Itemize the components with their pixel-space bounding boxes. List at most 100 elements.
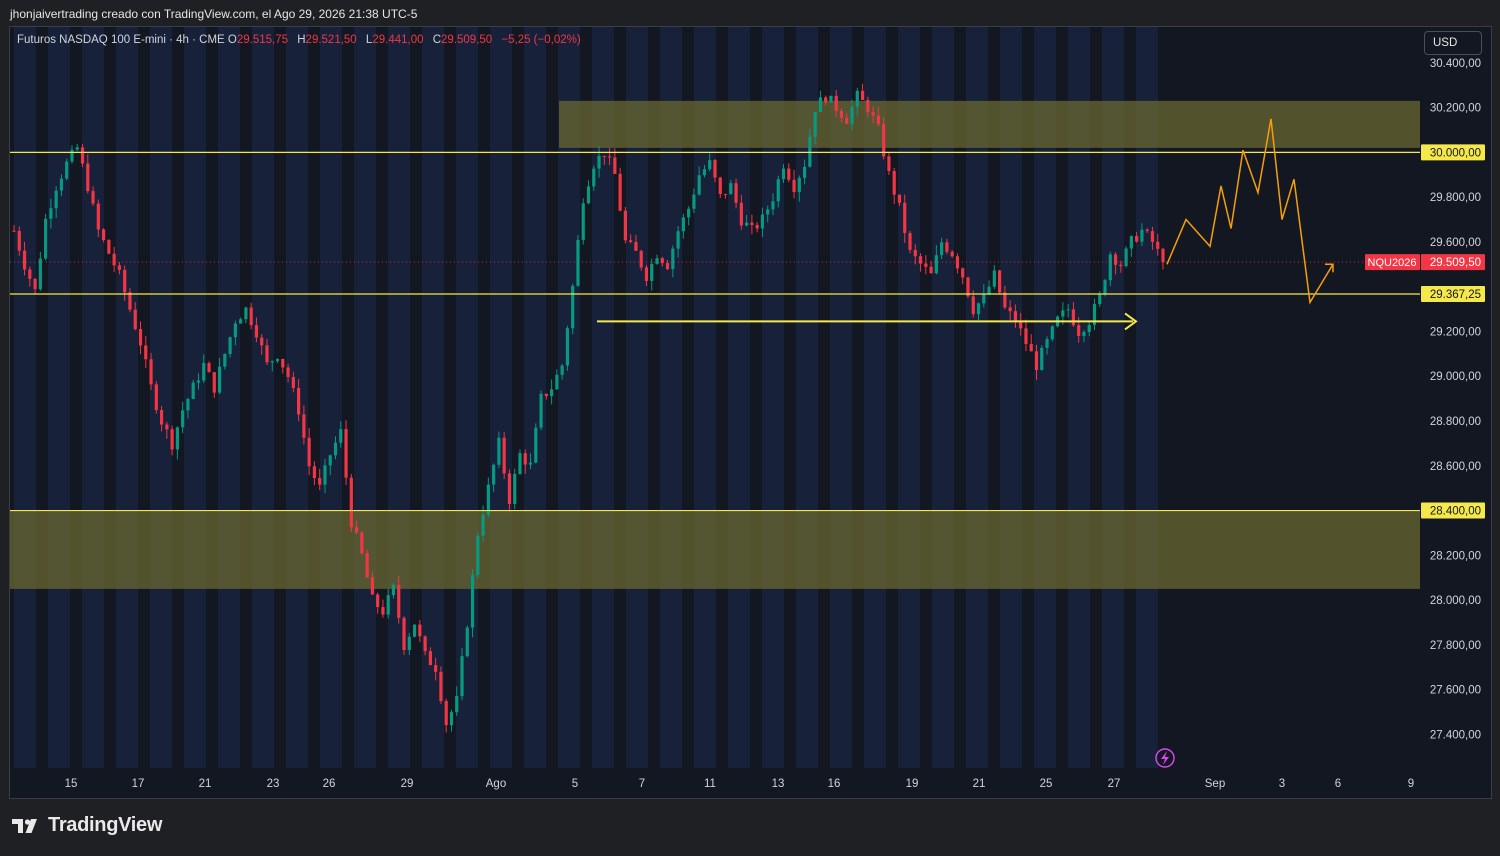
- tradingview-logo[interactable]: TradingView: [12, 814, 162, 837]
- candle-body: [233, 323, 237, 338]
- candle: [249, 302, 253, 330]
- x-tick-label: 16: [828, 778, 841, 790]
- candle-body: [860, 90, 865, 100]
- x-tick-label: 21: [973, 778, 986, 790]
- x-tick-label: 29: [401, 778, 414, 790]
- candle: [502, 432, 506, 480]
- candle: [196, 373, 201, 390]
- candle-body: [665, 263, 670, 270]
- candle: [186, 397, 190, 419]
- candle-body: [560, 365, 564, 375]
- candle: [702, 164, 707, 178]
- current-price-badge: [1421, 254, 1485, 271]
- candle: [1024, 319, 1028, 352]
- candle: [802, 159, 807, 185]
- candle-body: [1077, 325, 1081, 336]
- candle-body: [407, 636, 411, 650]
- candle: [781, 164, 786, 184]
- candle: [850, 99, 854, 131]
- candle-body: [239, 319, 243, 324]
- candle: [723, 193, 728, 199]
- candle: [339, 421, 343, 448]
- candle: [729, 179, 733, 195]
- session-band: [150, 27, 172, 768]
- x-tick-label: 6: [1335, 778, 1341, 790]
- candle-body: [1103, 280, 1107, 295]
- candle-body: [1135, 236, 1139, 242]
- candle-body: [518, 453, 522, 474]
- session-band: [14, 27, 36, 768]
- candle: [961, 267, 965, 285]
- lightning-icon[interactable]: [1155, 748, 1175, 768]
- candle: [1019, 312, 1023, 336]
- y-tick-label: 29.200,00: [1430, 326, 1481, 338]
- level-lines: [10, 151, 1420, 512]
- candle-body: [961, 268, 965, 278]
- candle: [1129, 235, 1133, 257]
- candle: [281, 358, 285, 374]
- candle: [102, 228, 106, 243]
- candle-body: [771, 201, 775, 210]
- candle: [207, 361, 211, 373]
- projection-path: [1166, 118, 1334, 305]
- candle: [1087, 321, 1091, 337]
- candle-body: [265, 345, 269, 363]
- candle-body: [12, 230, 16, 232]
- candle: [845, 112, 849, 125]
- candle-body: [734, 183, 738, 203]
- candle-body: [523, 453, 527, 465]
- candle-body: [1024, 328, 1028, 344]
- candle: [286, 363, 290, 383]
- candle: [866, 96, 870, 118]
- candle-body: [1092, 304, 1097, 325]
- candle: [307, 428, 311, 476]
- candle-body: [650, 263, 654, 281]
- candle: [465, 625, 469, 658]
- x-tick-label: 9: [1408, 778, 1414, 790]
- candle: [507, 469, 512, 513]
- candle-body: [91, 191, 95, 204]
- candle-body: [249, 307, 253, 326]
- candle-body: [70, 149, 74, 162]
- candle-body: [876, 115, 880, 125]
- candle: [423, 635, 427, 656]
- candle: [439, 666, 443, 704]
- open-value: 29.515,75: [236, 34, 289, 46]
- currency-button[interactable]: USD: [1424, 31, 1482, 55]
- candle-body: [839, 110, 844, 118]
- candle: [971, 290, 975, 318]
- candle-body: [802, 166, 807, 178]
- candle: [528, 453, 533, 470]
- candle: [386, 589, 390, 619]
- candle-body: [481, 514, 485, 536]
- candle-body: [576, 239, 580, 286]
- candle: [91, 186, 95, 206]
- candle-body: [175, 427, 179, 450]
- candle: [924, 255, 928, 275]
- candle-body: [112, 253, 116, 266]
- candle-body: [128, 292, 132, 310]
- y-tick-label: 29.800,00: [1430, 192, 1481, 204]
- candle-body: [998, 270, 1002, 293]
- candle-body: [813, 112, 817, 137]
- candle-body: [75, 147, 79, 150]
- x-tick-label: 25: [1040, 778, 1053, 790]
- candle-body: [992, 270, 996, 287]
- y-tick-label: 28.800,00: [1430, 416, 1481, 428]
- candle: [734, 178, 738, 209]
- candle: [481, 505, 485, 542]
- candle: [38, 251, 42, 291]
- candle-body: [555, 374, 559, 390]
- candle: [597, 146, 601, 178]
- candle: [929, 260, 933, 274]
- candle-body: [745, 222, 749, 226]
- candle-body: [207, 363, 211, 373]
- y-tick-label: 27.400,00: [1430, 729, 1481, 741]
- candle: [44, 213, 48, 261]
- candle-body: [17, 230, 21, 251]
- candle: [776, 175, 780, 208]
- lightning-bolt: [1161, 751, 1169, 765]
- candle-body: [882, 124, 886, 157]
- candle: [212, 371, 216, 398]
